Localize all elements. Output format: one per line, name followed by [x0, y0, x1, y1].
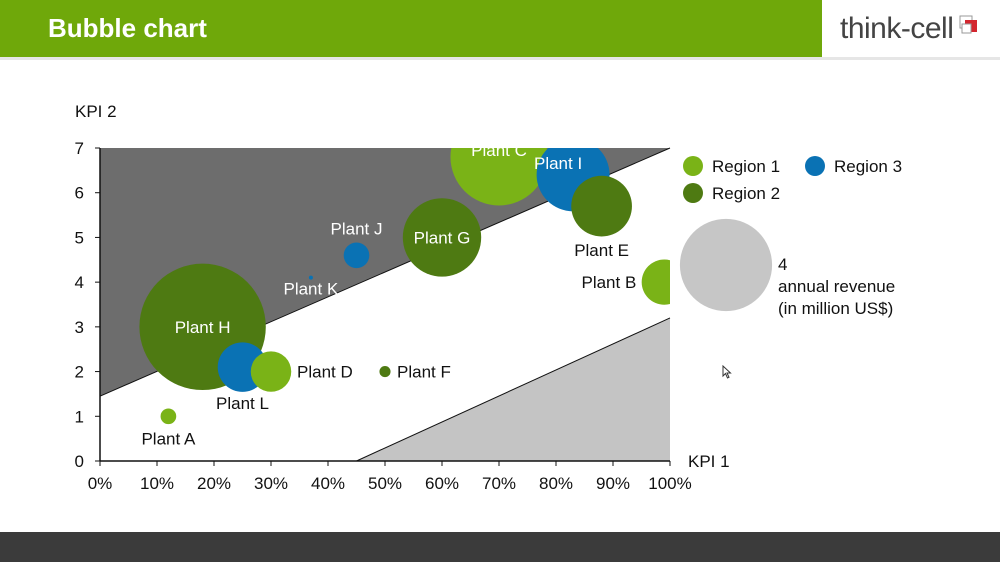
chart-bubbles: [139, 148, 670, 425]
bubble-label-plant-e: Plant E: [574, 241, 629, 260]
legend-label-region-2: Region 2: [712, 184, 780, 203]
bubble-label-plant-b: Plant B: [581, 273, 636, 292]
x-axis-title: KPI 1: [688, 452, 730, 471]
footer-bar: [0, 532, 1000, 562]
think-cell-logo-icon: [959, 15, 977, 34]
bubble-plant-e: [571, 175, 632, 237]
bubble-plant-k: [308, 275, 313, 280]
x-tick-label: 10%: [140, 474, 174, 493]
legend-swatch-region-1: [683, 156, 703, 176]
x-tick-label: 20%: [197, 474, 231, 493]
y-tick-label: 1: [75, 407, 84, 426]
bubble-label-plant-j: Plant J: [331, 219, 383, 238]
y-axis-title: KPI 2: [75, 102, 117, 121]
legend-swatch-region-2: [683, 183, 703, 203]
x-tick-label: 0%: [88, 474, 113, 493]
bubble-plant-b: [641, 259, 670, 305]
bubble-plant-d: [250, 351, 292, 392]
x-tick-label: 40%: [311, 474, 345, 493]
y-tick-label: 7: [75, 139, 84, 158]
bubble-label-plant-d: Plant D: [297, 363, 353, 382]
page-title: Bubble chart: [48, 13, 207, 43]
y-tick-label: 0: [75, 452, 84, 471]
chart-axes: 0% 10% 20% 30% 40% 50% 60% 70% 80% 90% 100% 0 1 2 3 4 5 6…: [75, 102, 730, 493]
bubble-plant-j: [343, 242, 370, 269]
bubble-label-plant-k: Plant K: [283, 280, 338, 299]
partition-line-lower: [356, 317, 671, 462]
bubble-label-plant-h: Plant H: [175, 318, 231, 337]
bubble-label-plant-l: Plant L: [216, 394, 269, 413]
x-tick-label: 30%: [254, 474, 288, 493]
legend-label-region-1: Region 1: [712, 157, 780, 176]
size-legend-label: annual revenue: [778, 277, 895, 296]
mouse-cursor-icon: [722, 365, 732, 379]
legend-label-region-3: Region 3: [834, 157, 902, 176]
x-tick-label: 100%: [648, 474, 691, 493]
y-tick-label: 4: [75, 273, 84, 292]
bubble-plant-f: [379, 366, 391, 378]
chart-labels: Plant H Plant C Plant G Plant I Plant E Plant…: [141, 141, 636, 448]
bubble-label-plant-a: Plant A: [141, 429, 196, 448]
bubble-label-plant-c: Plant C: [471, 141, 527, 160]
x-tick-label: 90%: [596, 474, 630, 493]
x-tick-label: 60%: [425, 474, 459, 493]
bubble-plant-a: [160, 408, 177, 425]
legend-swatch-region-3: [805, 156, 825, 176]
x-tick-label: 70%: [482, 474, 516, 493]
size-legend-bubble: [679, 218, 773, 312]
bubble-plant-c: [450, 148, 548, 206]
bubble-plant-g: [402, 198, 482, 277]
chart-legend: Region 1 Region 2 Region 3 4 annual revenue (…: [679, 156, 902, 318]
y-tick-label: 5: [75, 228, 84, 247]
x-tick-label: 50%: [368, 474, 402, 493]
size-legend-label: (in million US$): [778, 299, 893, 318]
x-tick-label: 80%: [539, 474, 573, 493]
y-tick-label: 6: [75, 184, 84, 203]
logo-text: think-cell: [840, 12, 954, 45]
y-tick-label: 2: [75, 363, 84, 382]
bubble-label-plant-g: Plant G: [414, 228, 471, 247]
header-divider: [0, 57, 1000, 60]
header-bar: Bubble chart: [0, 0, 822, 57]
bubble-label-plant-f: Plant F: [397, 363, 451, 382]
y-tick-label: 3: [75, 318, 84, 337]
logo: think-cell: [840, 12, 954, 46]
bubble-label-plant-i: Plant I: [534, 154, 582, 173]
size-legend-value: 4: [778, 255, 787, 274]
